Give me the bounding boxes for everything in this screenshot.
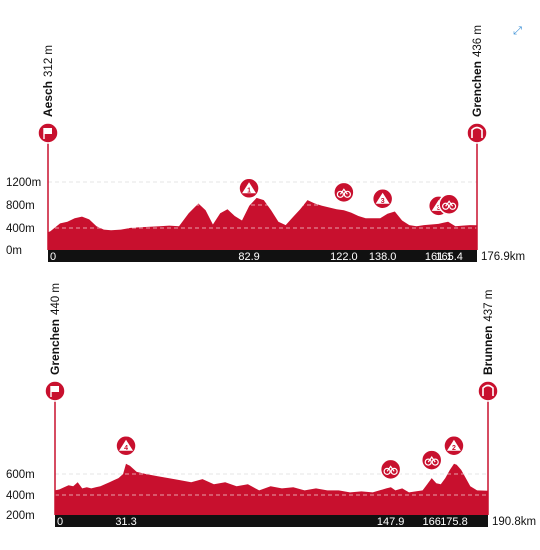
finish-town-label: Brunnen 437 m — [481, 290, 495, 375]
sprint-icon — [438, 193, 460, 216]
x-tick-label: 175.8 — [440, 516, 468, 528]
start-town-altitude: 312 m — [43, 45, 55, 77]
finish-town-label: Grenchen 436 m — [470, 25, 484, 117]
sprint-icon — [333, 181, 355, 204]
finish-town-altitude: 436 m — [472, 25, 484, 57]
sprint-icon — [420, 449, 443, 471]
climb-category-label: 3 — [381, 198, 385, 205]
profile-chart-2: 600m 400m 200m 0 31.3 147.9 166 175.8 190.8km Gre… — [6, 283, 536, 528]
x-tick-label: 0 — [50, 251, 56, 263]
x-tick-label: 82.9 — [238, 251, 259, 263]
distance-band — [48, 250, 477, 262]
y-tick-label: 400m — [6, 490, 35, 502]
y-tick-label: 0m — [6, 245, 22, 257]
expand-icon[interactable]: ⤢ — [513, 25, 522, 37]
climb-category-icon: 1 — [238, 177, 260, 200]
x-tick-label: 165.4 — [435, 251, 463, 263]
x-tick-label: 138.0 — [369, 251, 397, 263]
climb-category-label: 4 — [124, 445, 128, 452]
finish-town-name: Brunnen — [481, 326, 495, 375]
climb-category-icon: 2 — [443, 435, 465, 457]
x-tick-label: 147.9 — [377, 516, 405, 528]
x-tick-label: 122.0 — [330, 251, 358, 263]
finish-arch-icon — [477, 380, 499, 402]
elevation-area — [48, 197, 477, 250]
x-tick-label: 31.3 — [115, 516, 136, 528]
y-tick-label: 800m — [6, 200, 35, 212]
finish-town-altitude: 437 m — [483, 290, 495, 322]
y-tick-label: 400m — [6, 223, 35, 235]
start-town-name: Grenchen — [48, 319, 62, 375]
distance-band — [55, 515, 488, 527]
climb-category-label: 3 — [437, 205, 441, 212]
start-flag-icon — [37, 122, 59, 144]
x-end-label: 176.9km — [481, 251, 525, 263]
start-town-label: Grenchen 440 m — [48, 283, 62, 375]
y-tick-label: 600m — [6, 469, 35, 481]
start-town-name: Aesch — [41, 81, 55, 117]
elevation-area — [55, 463, 488, 515]
sprint-icon — [379, 458, 402, 481]
start-town-label: Aesch 312 m — [41, 45, 55, 117]
climb-category-icon: 4 — [115, 435, 137, 457]
y-tick-label: 1200m — [6, 177, 41, 189]
x-tick-label: 0 — [57, 516, 63, 528]
profile-chart-1: 1200m 800m 400m 0m 0 82.9 122.0 138.0 161.1165.4… — [6, 25, 525, 263]
x-tick-label: 166 — [423, 516, 441, 528]
start-town-altitude: 440 m — [50, 283, 62, 315]
x-end-label: 190.8km — [492, 516, 536, 528]
climb-category-label: 1 — [247, 187, 251, 194]
start-flag-icon — [44, 380, 66, 402]
climb-category-icon: 3 — [371, 188, 394, 210]
finish-town-name: Grenchen — [470, 61, 484, 117]
finish-arch-icon — [466, 122, 488, 144]
climb-category-label: 2 — [452, 445, 456, 452]
x-tick-label: 161.1 — [425, 251, 453, 263]
y-tick-label: 200m — [6, 510, 35, 522]
